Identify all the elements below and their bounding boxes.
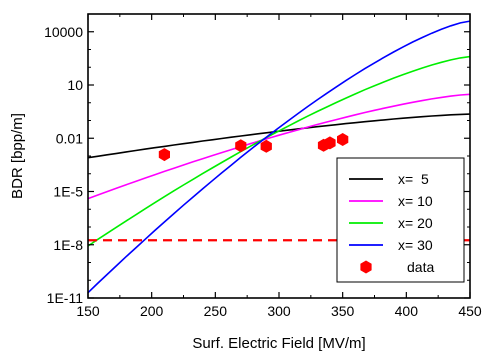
x-tick-labels: 150 200 250 300 350 400 450 [76, 303, 482, 319]
data-point [158, 148, 170, 162]
y-axis-label: BDR [bpp/m] [9, 113, 26, 199]
y-tick-label: 1E-11 [47, 290, 84, 306]
x-tick-label: 450 [458, 303, 482, 319]
series-line-4 [87, 20, 471, 294]
legend-label: x= 30 [398, 237, 433, 253]
x-axis-label: Surf. Electric Field [MV/m] [192, 335, 365, 352]
x-tick-label: 350 [331, 303, 355, 319]
legend: x= 5 x= 10 x= 20 x= 30 data [336, 157, 465, 283]
legend-label: data [407, 259, 434, 275]
y-tick-label: 1E-8 [53, 237, 83, 253]
series-line-3 [87, 55, 471, 247]
data-point [324, 136, 336, 150]
x-tick-label: 300 [267, 303, 291, 319]
y-tick-label: 10000 [44, 24, 83, 40]
x-tick-label: 250 [204, 303, 228, 319]
x-tick-label: 150 [76, 303, 100, 319]
data-point [337, 133, 349, 146]
legend-swatch-point [360, 260, 372, 274]
data-points-layer [158, 133, 349, 162]
series-layer [87, 20, 471, 294]
legend-label: x= 20 [398, 215, 433, 231]
legend-label: x= 5 [398, 171, 429, 187]
data-point [260, 139, 272, 153]
y-tick-label: 0.01 [56, 130, 83, 146]
y-tick-label: 10 [67, 77, 83, 93]
y-tick-label: 1E-5 [53, 184, 83, 200]
series-line-2 [87, 93, 471, 200]
ticks-layer [87, 13, 471, 299]
x-tick-label: 400 [395, 303, 419, 319]
legend-label: x= 10 [398, 193, 433, 209]
data-point [235, 139, 247, 153]
y-tick-labels: 1E-11 1E-8 1E-5 0.01 10 10000 [44, 24, 83, 306]
x-tick-label: 200 [140, 303, 164, 319]
legend-items: x= 5 x= 10 x= 20 x= 30 data [349, 171, 434, 275]
